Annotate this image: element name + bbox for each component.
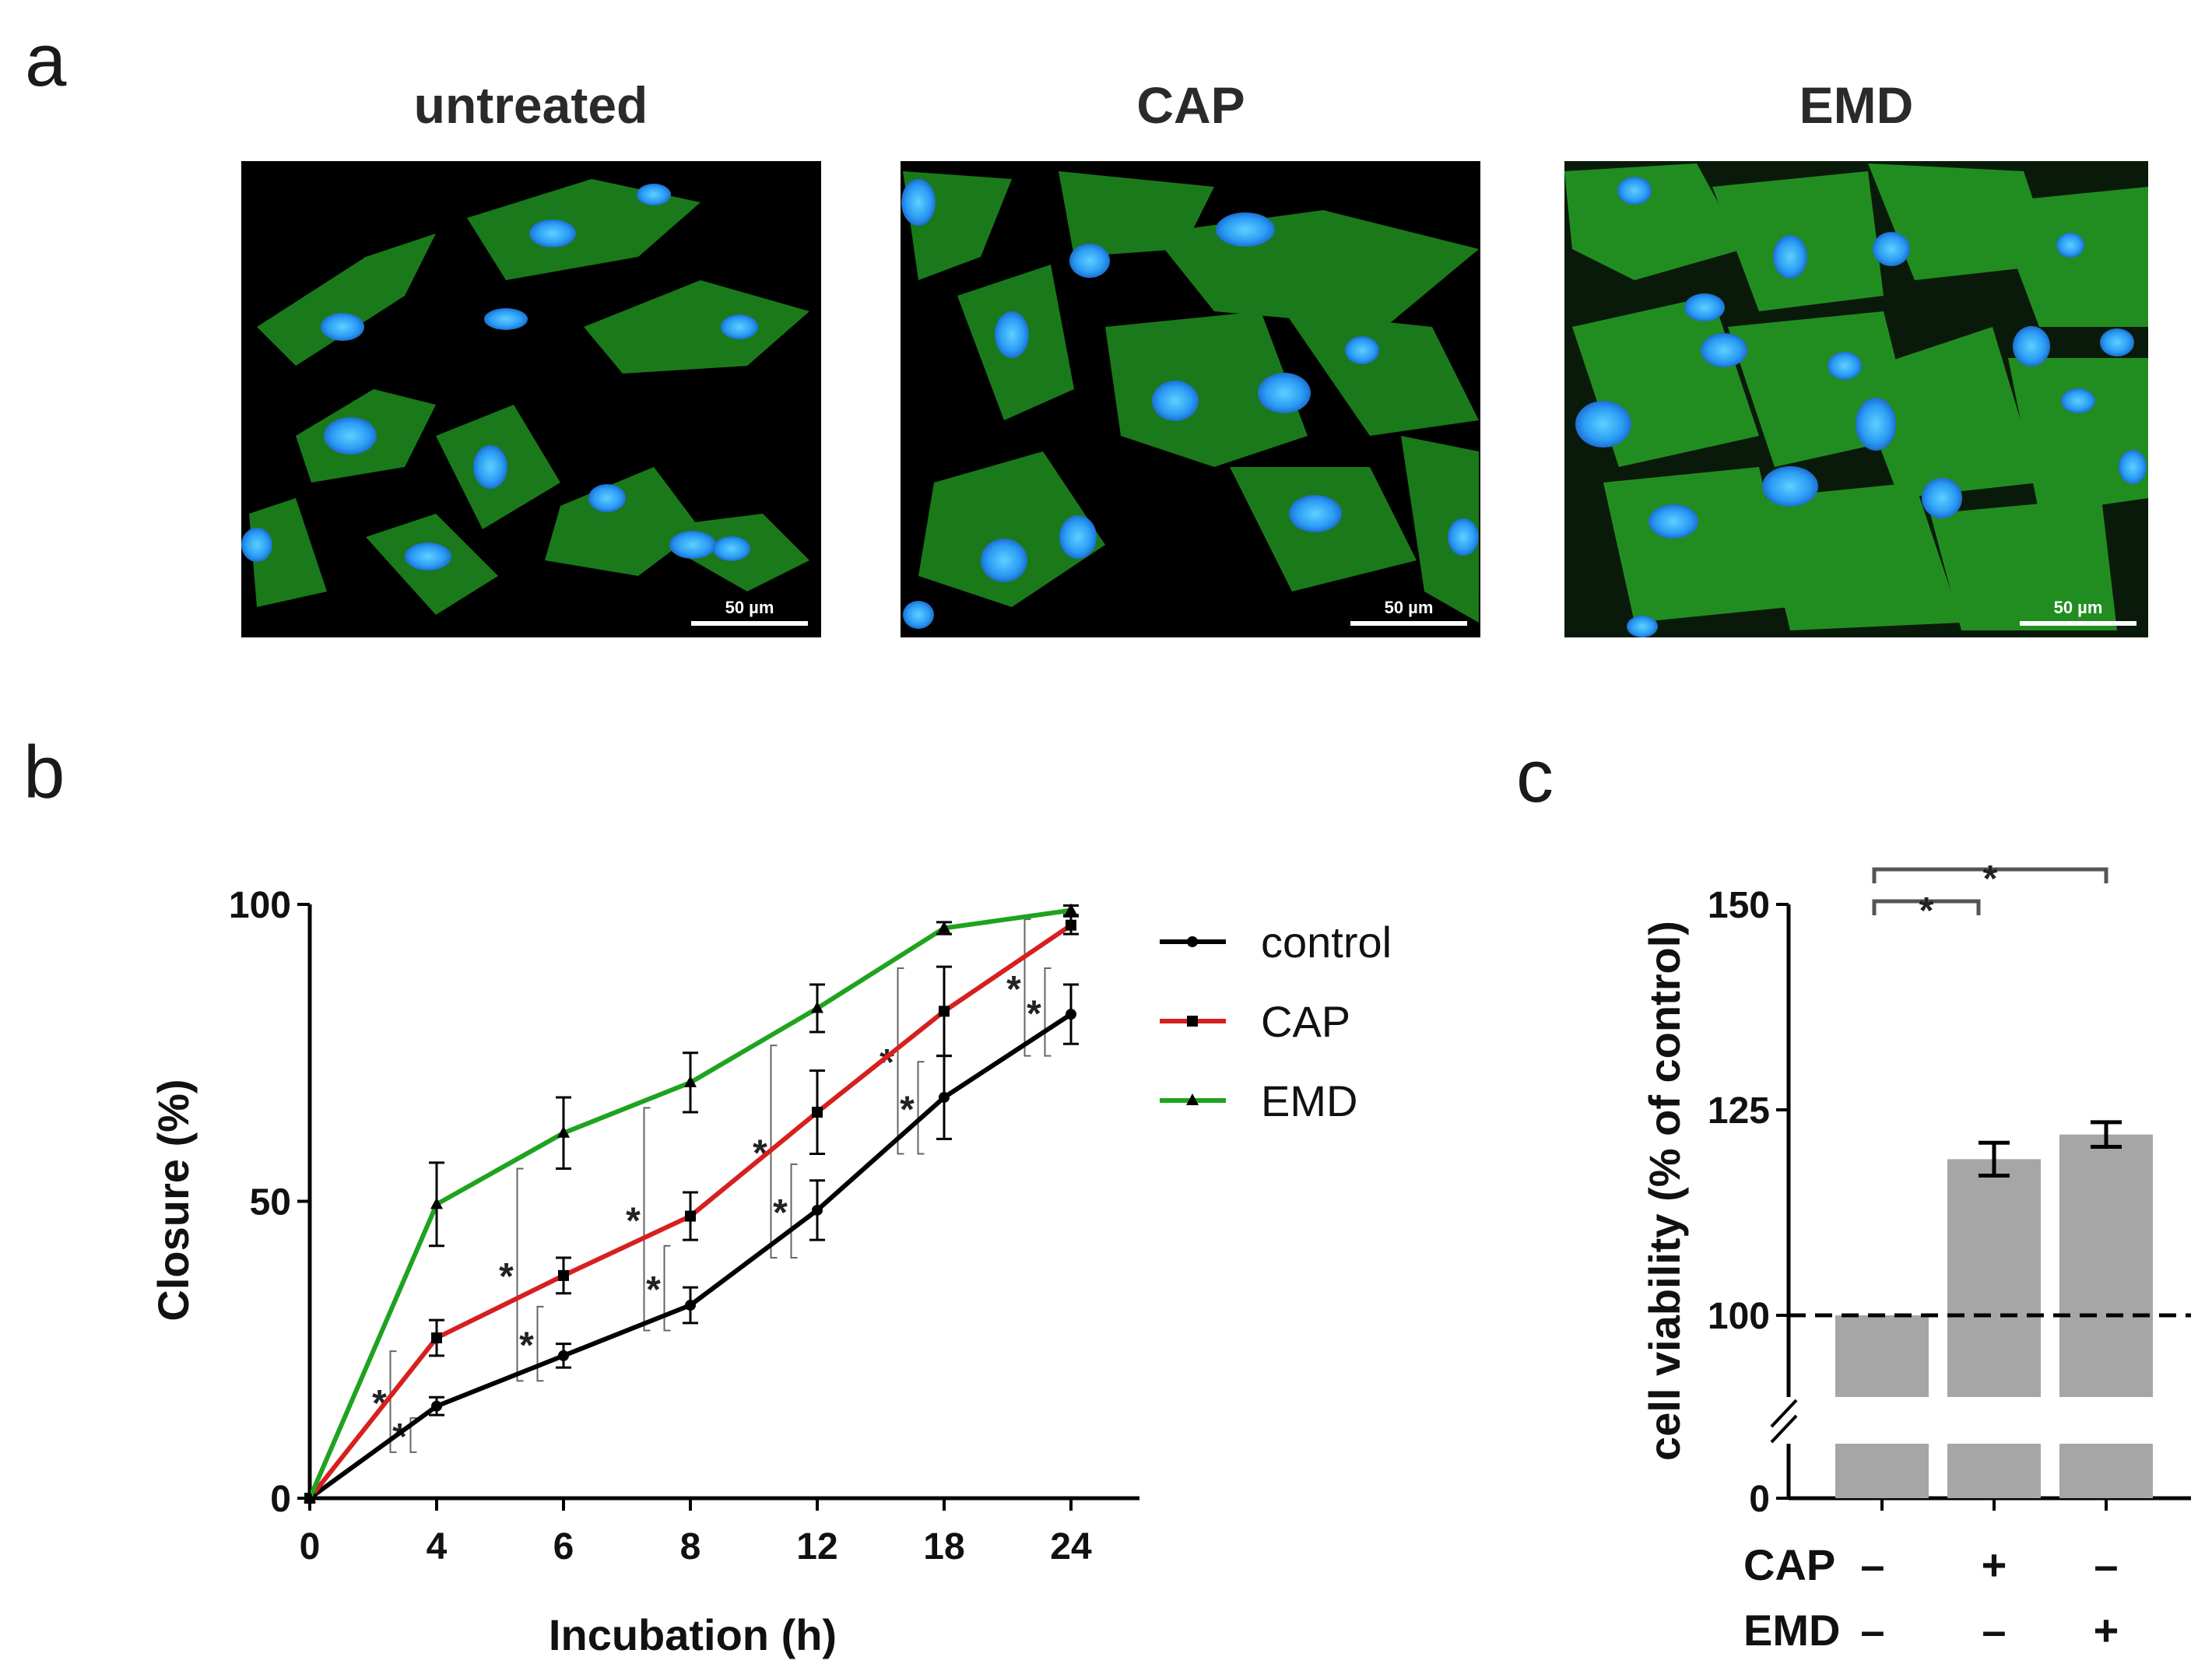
- data-point: [558, 1350, 569, 1361]
- x-tick-label: 8: [680, 1526, 701, 1567]
- axis-break-mark: [1770, 1414, 1798, 1444]
- x-tick-label: 18: [923, 1526, 964, 1567]
- panel-label-b: b: [23, 731, 65, 814]
- scale-bar-label-cap: 50 µm: [1385, 598, 1434, 617]
- sig-ctl-cap-bracket: [790, 1163, 798, 1258]
- data-point: [1065, 903, 1077, 915]
- y-tick-label: 100: [229, 885, 291, 926]
- data-point: [431, 1332, 442, 1343]
- micrograph-cap: 50 µm: [901, 161, 1480, 637]
- y-tick-label: 100: [1708, 1296, 1770, 1337]
- sig-ctl-emd-bracket: [897, 967, 904, 1155]
- data-point: [558, 1269, 569, 1281]
- legend-label-control: control: [1261, 918, 1392, 967]
- legend-label-cap: CAP: [1261, 997, 1350, 1046]
- legend-label-emd: EMD: [1261, 1076, 1357, 1125]
- sig-ctl-cap-bracket: [536, 1305, 544, 1382]
- bar-control: [1835, 1315, 1929, 1397]
- y-axis-title: Closure (%): [149, 1079, 198, 1321]
- y-tick-label: 0: [1749, 1479, 1770, 1520]
- data-point: [812, 1204, 823, 1216]
- micrograph-emd: 50 µm: [1564, 161, 2148, 637]
- bar-CAP: [1947, 1159, 2041, 1397]
- x-tick-label: 0: [300, 1526, 321, 1567]
- treatment-cell: –: [2094, 1540, 2118, 1589]
- scale-bar-label-untreated: 50 µm: [725, 598, 774, 617]
- sig-ctl-cap-star: *: [519, 1325, 534, 1367]
- sig-ctl-cap-star: *: [900, 1089, 915, 1130]
- x-tick-label: 24: [1050, 1526, 1092, 1567]
- treatment-cell: +: [1982, 1540, 2007, 1589]
- y-axis-title-c: cell viability (% of control): [1640, 921, 1689, 1461]
- treatment-cell: –: [1982, 1606, 2006, 1655]
- sig-ctl-emd-star: *: [626, 1200, 641, 1241]
- data-point: [812, 1107, 823, 1118]
- sig-ctl-emd-bracket: [389, 1350, 397, 1453]
- sig-ctl-cap-star: *: [1027, 993, 1041, 1034]
- sig-control-cap-bracket: [1872, 899, 1981, 915]
- panel-label-c: c: [1516, 735, 1554, 818]
- treatment-row-label-cap: CAP: [1743, 1540, 1835, 1589]
- treatment-cell: +: [2094, 1606, 2119, 1655]
- sig-control-emd-bracket: [1872, 867, 2108, 883]
- legend-marker: [1187, 1016, 1198, 1027]
- y-tick-label: 50: [250, 1182, 291, 1223]
- data-point: [685, 1210, 696, 1222]
- panel-label-a: a: [25, 19, 67, 102]
- sig-ctl-cap-bracket: [917, 1061, 925, 1155]
- data-point: [938, 921, 950, 933]
- sig-ctl-emd-bracket: [1023, 918, 1031, 1057]
- sig-ctl-cap-star: *: [773, 1192, 788, 1234]
- treatment-cell: –: [1860, 1606, 1884, 1655]
- y-tick-label: 150: [1708, 885, 1770, 926]
- bar-lower-CAP: [1947, 1444, 2041, 1498]
- x-axis-title: Incubation (h): [549, 1610, 837, 1659]
- bar-lower-control: [1835, 1444, 1929, 1498]
- x-tick-label: 12: [796, 1526, 837, 1567]
- data-point: [304, 1491, 316, 1503]
- sig-ctl-cap-bracket: [409, 1416, 417, 1453]
- data-point: [1066, 1009, 1076, 1020]
- sig-ctl-emd-bracket: [516, 1167, 524, 1382]
- sig-ctl-cap-bracket: [663, 1244, 671, 1332]
- sig-control-emd-star: *: [1983, 858, 1998, 900]
- treatment-cell: –: [1860, 1540, 1884, 1589]
- x-tick-label: 6: [553, 1526, 574, 1567]
- data-point: [684, 1075, 697, 1087]
- scale-bar-label-emd: 50 µm: [2054, 598, 2103, 617]
- data-point: [939, 1091, 950, 1103]
- data-point: [939, 1006, 950, 1017]
- y-tick-label: 125: [1708, 1090, 1770, 1132]
- micrograph-untreated: 50 µm: [241, 161, 821, 637]
- sig-ctl-cap-star: *: [646, 1269, 661, 1311]
- bar-lower-EMD: [2059, 1444, 2153, 1498]
- data-point: [811, 1001, 823, 1013]
- data-point: [685, 1300, 696, 1311]
- sig-ctl-emd-star: *: [1006, 969, 1021, 1010]
- image-title-emd: EMD: [1799, 76, 1914, 134]
- data-point: [557, 1125, 570, 1138]
- axis-break-mark: [1770, 1399, 1798, 1428]
- data-point: [431, 1400, 442, 1412]
- image-title-untreated: untreated: [414, 76, 648, 134]
- bar-EMD: [2059, 1134, 2153, 1397]
- legend-marker: [1186, 1094, 1199, 1105]
- y-tick-label: 0: [270, 1479, 291, 1520]
- sig-control-cap-star: *: [1919, 890, 1934, 932]
- treatment-row-label-emd: EMD: [1743, 1606, 1840, 1655]
- legend-marker: [1187, 936, 1198, 947]
- sig-ctl-cap-star: *: [392, 1416, 407, 1458]
- x-tick-label: 4: [427, 1526, 448, 1567]
- sig-ctl-cap-bracket: [1044, 967, 1052, 1057]
- data-point: [430, 1197, 443, 1209]
- image-title-cap: CAP: [1136, 76, 1245, 134]
- sig-ctl-emd-bracket: [643, 1107, 651, 1332]
- data-point: [1066, 919, 1076, 931]
- sig-ctl-emd-star: *: [499, 1256, 514, 1297]
